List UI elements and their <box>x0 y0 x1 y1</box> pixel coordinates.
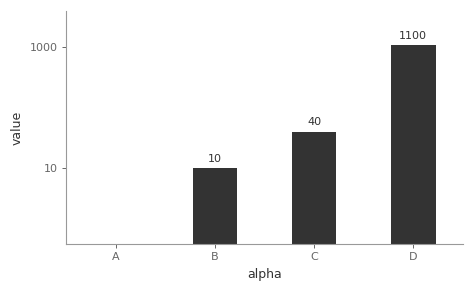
Text: 10: 10 <box>208 154 222 164</box>
Y-axis label: value: value <box>11 110 24 145</box>
Text: 1100: 1100 <box>399 31 427 41</box>
Text: 0.5: 0.5 <box>107 230 124 240</box>
Bar <box>391 45 436 292</box>
Text: 40: 40 <box>307 117 321 127</box>
X-axis label: alpha: alpha <box>247 268 282 281</box>
Bar <box>292 132 337 292</box>
Bar <box>93 246 138 292</box>
Bar <box>192 168 237 292</box>
